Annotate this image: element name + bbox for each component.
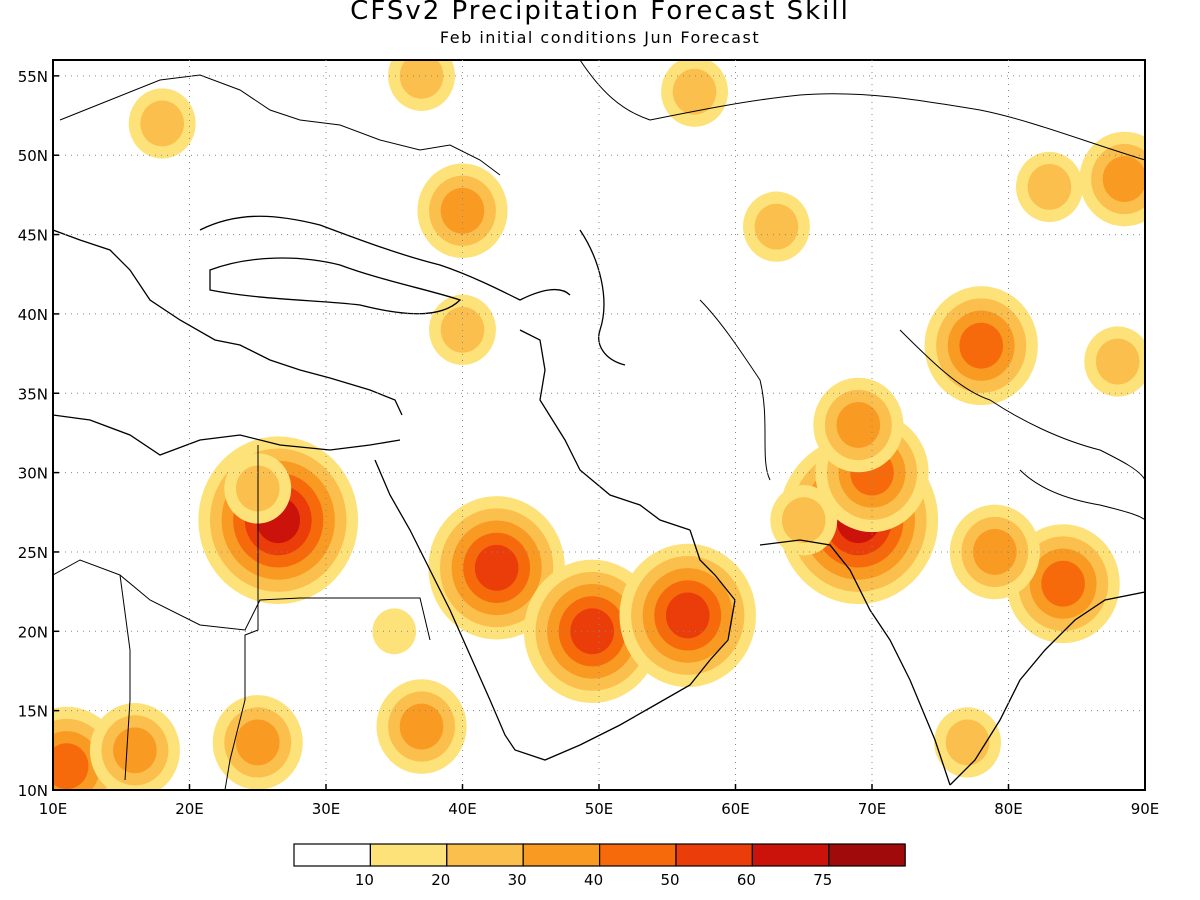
lat-tick-label: 55N bbox=[18, 68, 48, 86]
lon-tick-label: 30E bbox=[312, 800, 341, 818]
skill-contour-13-4 bbox=[53, 743, 89, 790]
legend-label: 75 bbox=[813, 871, 832, 889]
legend-swatch-0 bbox=[293, 843, 372, 867]
skill-contour-21-2 bbox=[672, 68, 717, 115]
lon-tick-label: 60E bbox=[721, 800, 750, 818]
lat-tick-label: 25N bbox=[18, 544, 48, 562]
skill-contour-2-3 bbox=[836, 402, 881, 448]
legend-swatch-1 bbox=[369, 843, 448, 867]
legend-label: 40 bbox=[584, 871, 603, 889]
skill-region-26 bbox=[372, 608, 417, 655]
skill-contour-16-3 bbox=[235, 719, 280, 766]
skill-contour-17-2 bbox=[440, 306, 485, 353]
axis-ticks: 10E 20E 30E 40E 50E 60E 70E 80E 90E 10N 15N 20N 25N 3… bbox=[18, 68, 1160, 818]
skill-contour-15-3 bbox=[399, 703, 444, 750]
lat-tick-label: 45N bbox=[18, 227, 48, 245]
skill-contour-5-5 bbox=[570, 608, 615, 655]
skill-contour-19-2 bbox=[140, 100, 185, 147]
skill-region-24 bbox=[1016, 151, 1083, 223]
skill-region-17 bbox=[429, 294, 496, 365]
skill-region-21 bbox=[661, 60, 728, 127]
skill-region-15 bbox=[376, 679, 467, 774]
lon-tick-label: 70E bbox=[858, 800, 887, 818]
legend-swatch-3 bbox=[522, 843, 601, 867]
skill-region-16 bbox=[212, 695, 303, 790]
legend-swatch-5 bbox=[675, 843, 754, 867]
map-subtitle: Feb initial conditions Jun Forecast bbox=[439, 28, 761, 47]
legend-swatch-7 bbox=[828, 843, 906, 867]
skill-contour-26-1 bbox=[372, 608, 417, 655]
skill-contour-23-3 bbox=[1102, 156, 1145, 202]
skill-region-23 bbox=[1079, 131, 1145, 227]
skill-region-3 bbox=[770, 485, 838, 556]
legend-label: 30 bbox=[508, 871, 527, 889]
lon-tick-label: 80E bbox=[994, 800, 1023, 818]
lat-tick-label: 20N bbox=[18, 623, 48, 641]
skill-contour-3-2 bbox=[781, 497, 826, 544]
skill-contour-25-2 bbox=[1095, 338, 1140, 385]
skill-contour-12-2 bbox=[945, 719, 990, 766]
skill-region-6 bbox=[619, 543, 756, 688]
skill-region-2 bbox=[813, 377, 904, 473]
lat-tick-label: 35N bbox=[18, 385, 48, 403]
legend-label: 50 bbox=[660, 871, 679, 889]
skill-contour-6-5 bbox=[665, 592, 710, 639]
lat-tick-label: 10N bbox=[18, 782, 48, 800]
legend-swatch-6 bbox=[751, 843, 830, 867]
lat-tick-label: 30N bbox=[18, 465, 48, 483]
legend-swatch-2 bbox=[446, 843, 524, 867]
lat-tick-label: 50N bbox=[18, 147, 48, 165]
map-title: CFSv2 Precipitation Forecast Skill bbox=[350, 0, 850, 26]
skill-contour-11-3 bbox=[973, 529, 1017, 575]
skill-contour-20-2 bbox=[754, 203, 799, 250]
skill-region-19 bbox=[128, 88, 196, 159]
skill-region-9 bbox=[924, 286, 1038, 406]
skill-contour-4-5 bbox=[474, 544, 519, 591]
skill-region-25 bbox=[1084, 326, 1145, 397]
lon-tick-label: 90E bbox=[1131, 800, 1160, 818]
lon-tick-label: 20E bbox=[175, 800, 204, 818]
lat-tick-label: 15N bbox=[18, 703, 48, 721]
coastline-layer bbox=[53, 60, 1145, 790]
skill-region-14 bbox=[89, 703, 180, 790]
skill-region-22 bbox=[388, 60, 455, 111]
legend-label: 10 bbox=[355, 871, 374, 889]
skill-contour-24-2 bbox=[1027, 164, 1072, 210]
skill-region-20 bbox=[743, 191, 810, 262]
lat-tick-label: 40N bbox=[18, 306, 48, 324]
lon-tick-label: 50E bbox=[585, 800, 614, 818]
skill-contour-14-3 bbox=[113, 727, 157, 774]
legend-label: 60 bbox=[737, 871, 756, 889]
skill-contour-9-4 bbox=[959, 322, 1004, 369]
skill-contour-10-4 bbox=[1041, 560, 1085, 607]
lon-tick-label: 10E bbox=[39, 800, 68, 818]
lon-tick-label: 40E bbox=[448, 800, 477, 818]
graticule bbox=[53, 60, 1145, 790]
skill-field-layer bbox=[53, 60, 1145, 790]
skill-contour-22-2 bbox=[399, 60, 444, 99]
colorbar-legend: 10 20 30 40 50 60 75 bbox=[293, 843, 906, 889]
legend-swatch-4 bbox=[598, 843, 677, 867]
legend-label: 20 bbox=[431, 871, 450, 889]
skill-region-11 bbox=[949, 504, 1040, 600]
